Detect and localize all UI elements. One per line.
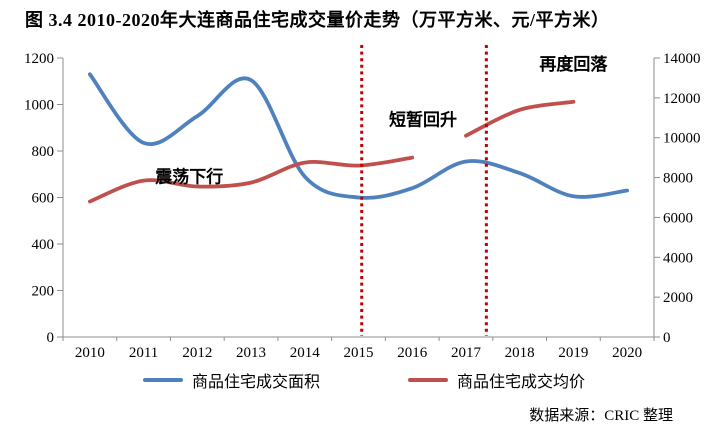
chart-title: 图 3.4 2010-2020年大连商品住宅成交量价走势（万平方米、元/平方米） [25,10,610,30]
right-y-axis-tick-label: 8000 [663,171,693,187]
left-y-axis-tick-label: 1000 [24,98,54,114]
left-y-axis-tick-label: 200 [32,284,55,300]
x-axis-tick-label: 2010 [75,345,105,361]
series-line-0 [87,72,629,200]
annotation-text: 再度回落 [539,54,608,74]
x-axis-tick-label: 2016 [397,345,428,361]
right-y-axis-tick-label: 0 [663,330,671,346]
x-axis-tick-label: 2018 [505,345,535,361]
chart-legend: 商品住宅成交面积 商品住宅成交均价 [0,368,723,392]
right-y-axis-tick-label: 10000 [663,131,701,147]
legend-item-area: 商品住宅成交面积 [143,368,320,392]
data-source: 数据来源：CRIC 整理 [529,408,673,424]
series-line-1 [464,99,576,138]
right-y-axis-tick-label: 12000 [663,91,701,107]
x-axis-tick-label: 2020 [612,345,642,361]
legend-label-price: 商品住宅成交均价 [457,374,586,391]
left-y-axis-tick-label: 1200 [24,51,54,67]
legend-label-area: 商品住宅成交面积 [192,374,321,391]
x-axis-tick-label: 2014 [290,345,321,361]
right-y-axis-tick-label: 2000 [663,290,693,306]
annotation-text: 震荡下行 [154,167,223,187]
legend-item-price: 商品住宅成交均价 [408,368,585,392]
right-y-axis-tick-label: 4000 [663,250,693,266]
right-y-axis-tick-label: 6000 [663,210,693,226]
x-axis-tick-label: 2013 [236,345,266,361]
left-y-axis-tick-label: 600 [32,191,55,207]
x-axis-tick-label: 2015 [344,345,374,361]
x-axis-tick-label: 2017 [451,345,482,361]
x-axis-tick-label: 2019 [558,345,588,361]
series-line-1 [87,155,415,204]
price-series-line-swatch [408,378,448,382]
x-axis-tick-label: 2011 [129,345,158,361]
left-y-axis-tick-label: 0 [47,330,55,346]
left-y-axis-tick-label: 400 [32,237,55,253]
x-axis-tick-label: 2012 [182,345,212,361]
right-y-axis-tick-label: 14000 [663,51,701,67]
area-series-line-swatch [143,378,183,382]
left-y-axis-tick-label: 800 [32,144,55,160]
annotation-text: 短暂回升 [389,110,457,130]
